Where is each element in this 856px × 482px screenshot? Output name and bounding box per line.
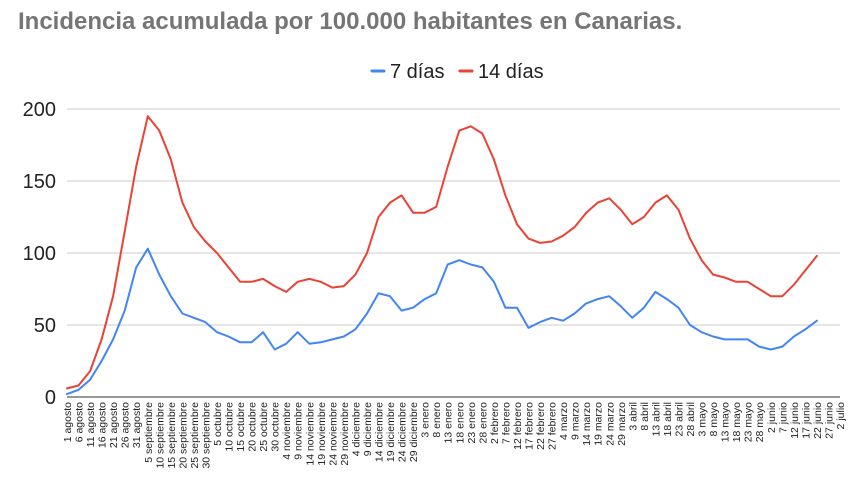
series-line-1: [66, 115, 818, 390]
x-tick-label: 8 abril: [639, 402, 651, 431]
x-tick-label: 14 marzo: [581, 402, 593, 446]
y-tick-label: 200: [23, 99, 56, 121]
legend-label: 14 días: [478, 61, 544, 83]
x-tick-label: 4 noviembre: [281, 402, 293, 460]
x-tick-label: 24 diciembre: [397, 402, 409, 462]
x-tick-label: 27 febrero: [547, 402, 559, 450]
x-tick-label: 29 marzo: [616, 402, 628, 446]
x-tick-label: 23 abril: [673, 402, 685, 436]
x-tick-label: 18 abril: [662, 402, 674, 436]
x-tick-label: 18 mayo: [731, 402, 743, 442]
series-line-0: [66, 247, 818, 396]
x-tick-label: 24 noviembre: [327, 402, 339, 466]
x-tick-label: 5 octubre: [212, 402, 224, 446]
x-tick-label: 6 agosto: [74, 402, 86, 442]
x-tick-label: 9 diciembre: [362, 402, 374, 456]
x-tick-label: 14 noviembre: [304, 402, 316, 466]
x-tick-label: 21 agosto: [108, 402, 120, 448]
x-tick-label: 1 agosto: [62, 402, 74, 442]
x-tick-label: 14 diciembre: [374, 402, 386, 462]
chart-title: Incidencia acumulada por 100.000 habitan…: [18, 8, 683, 35]
series-lines: [66, 115, 818, 396]
y-axis-ticks: 0 50 100 150 200: [23, 99, 56, 409]
x-tick-label: 13 abril: [650, 402, 662, 436]
x-tick-label: 30 octubre: [270, 402, 282, 452]
x-tick-label: 18 enero: [454, 402, 466, 444]
x-tick-label: 25 septiembre: [189, 402, 201, 469]
x-tick-label: 15 septiembre: [166, 402, 178, 469]
x-tick-label: 23 mayo: [743, 402, 755, 442]
x-tick-label: 4 marzo: [558, 402, 570, 440]
x-tick-label: 19 marzo: [593, 402, 605, 446]
x-tick-label: 13 enero: [443, 402, 455, 444]
x-tick-label: 17 junio: [800, 402, 812, 439]
x-tick-label: 4 diciembre: [350, 402, 362, 456]
x-tick-label: 23 enero: [466, 402, 478, 444]
x-tick-label: 10 octubre: [224, 402, 236, 452]
x-tick-label: 8 mayo: [708, 402, 720, 437]
x-tick-label: 26 agosto: [120, 402, 132, 448]
legend: 7 días 14 días: [370, 61, 544, 83]
y-tick-label: 150: [23, 171, 56, 193]
x-tick-label: 20 septiembre: [177, 402, 189, 469]
x-tick-label: 12 junio: [789, 402, 801, 439]
x-tick-label: 5 septiembre: [143, 402, 155, 463]
x-tick-label: 12 febrero: [512, 402, 524, 450]
x-tick-label: 9 noviembre: [293, 402, 305, 460]
x-tick-label: 7 junio: [777, 402, 789, 433]
x-tick-label: 3 abril: [627, 402, 639, 431]
x-tick-label: 29 diciembre: [408, 402, 420, 462]
x-tick-label: 28 abril: [685, 402, 697, 436]
x-tick-label: 3 mayo: [697, 402, 709, 437]
x-tick-label: 28 mayo: [754, 402, 766, 442]
x-tick-label: 2 febrero: [489, 402, 501, 444]
y-tick-label: 50: [34, 315, 56, 337]
x-tick-label: 27 junio: [823, 402, 835, 439]
x-tick-label: 25 octubre: [258, 402, 270, 452]
x-tick-label: 7 febrero: [500, 402, 512, 444]
x-tick-label: 19 diciembre: [385, 402, 397, 462]
x-tick-label: 28 enero: [477, 402, 489, 444]
x-tick-label: 10 septiembre: [154, 402, 166, 469]
y-tick-label: 0: [45, 387, 56, 409]
x-tick-label: 19 noviembre: [316, 402, 328, 466]
x-tick-label: 31 agosto: [131, 402, 143, 448]
x-tick-label: 3 enero: [420, 402, 432, 438]
x-tick-label: 17 febrero: [523, 402, 535, 450]
x-tick-label: 11 agosto: [85, 402, 97, 448]
x-tick-label: 2 julio: [835, 402, 847, 430]
x-tick-label: 8 enero: [431, 402, 443, 438]
x-tick-label: 13 mayo: [720, 402, 732, 442]
gridlines: [67, 108, 840, 398]
legend-label: 7 días: [390, 61, 444, 83]
x-axis-ticks: 1 agosto 6 agosto 11 agosto 16 agosto 21 ago…: [62, 402, 847, 469]
x-tick-label: 30 septiembre: [200, 402, 212, 469]
x-tick-label: 9 marzo: [570, 402, 582, 440]
x-tick-label: 24 marzo: [604, 402, 616, 446]
x-tick-label: 2 junio: [766, 402, 778, 433]
y-tick-label: 100: [23, 243, 56, 265]
x-tick-label: 15 octubre: [235, 402, 247, 452]
x-tick-label: 20 octubre: [247, 402, 259, 452]
x-tick-label: 22 febrero: [535, 402, 547, 450]
x-tick-label: 29 noviembre: [339, 402, 351, 466]
x-tick-label: 16 agosto: [97, 402, 109, 448]
x-tick-label: 22 junio: [812, 402, 824, 439]
